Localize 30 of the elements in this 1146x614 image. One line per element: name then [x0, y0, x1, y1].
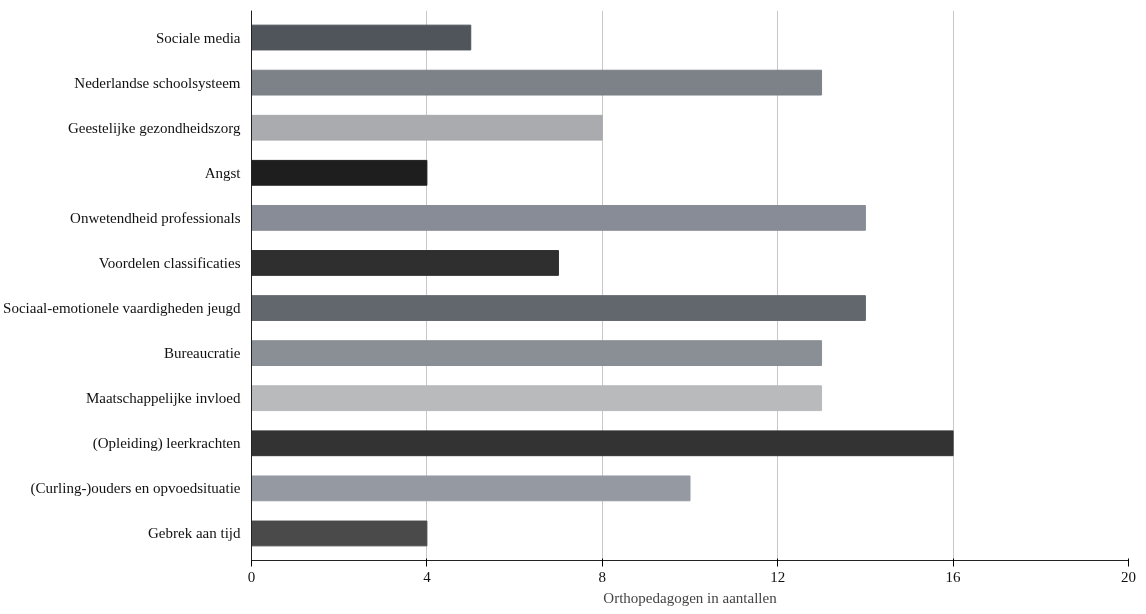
y-tick-label: Sociale media: [155, 29, 241, 46]
bar: [251, 114, 603, 141]
bar: [251, 69, 823, 96]
x-tick-label: 4: [423, 568, 432, 585]
y-tick-label: (Opleiding) leerkrachten: [92, 435, 241, 453]
x-tick-label: 20: [1121, 568, 1136, 585]
y-tick-label: Nederlandse schoolsysteem: [74, 74, 241, 91]
bar: [251, 24, 472, 51]
bar: [251, 295, 866, 321]
y-tick-label: Geestelijke gezondheidszorg: [67, 119, 241, 136]
bar: [251, 204, 866, 231]
y-tick-label: Angst: [204, 164, 242, 181]
bar: [251, 475, 691, 502]
bar: [251, 385, 823, 412]
x-tick-label: 8: [598, 568, 607, 585]
y-tick-label: Bureaucratie: [163, 345, 241, 362]
x-tick-label: 0: [247, 568, 256, 585]
x-tick-label: 16: [945, 568, 962, 585]
x-tick-label: 12: [770, 568, 786, 585]
x-axis-title: Orthopedagogen in aantallen: [603, 589, 778, 606]
y-tick-label: Voordelen classificaties: [98, 254, 241, 271]
bar: [251, 250, 559, 276]
bar: [251, 520, 428, 547]
y-tick-label: Sociaal-emotionele vaardigheden jeugd: [3, 300, 241, 317]
bar: [251, 340, 823, 367]
y-tick-label: (Curling-)ouders en opvoedsituatie: [30, 480, 241, 498]
y-tick-label: Onwetendheid professionals: [70, 209, 241, 226]
y-tick-label: Maatschappelijke invloed: [85, 390, 241, 407]
bar: [251, 430, 954, 457]
y-tick-label: Gebrek aan tijd: [148, 525, 241, 542]
